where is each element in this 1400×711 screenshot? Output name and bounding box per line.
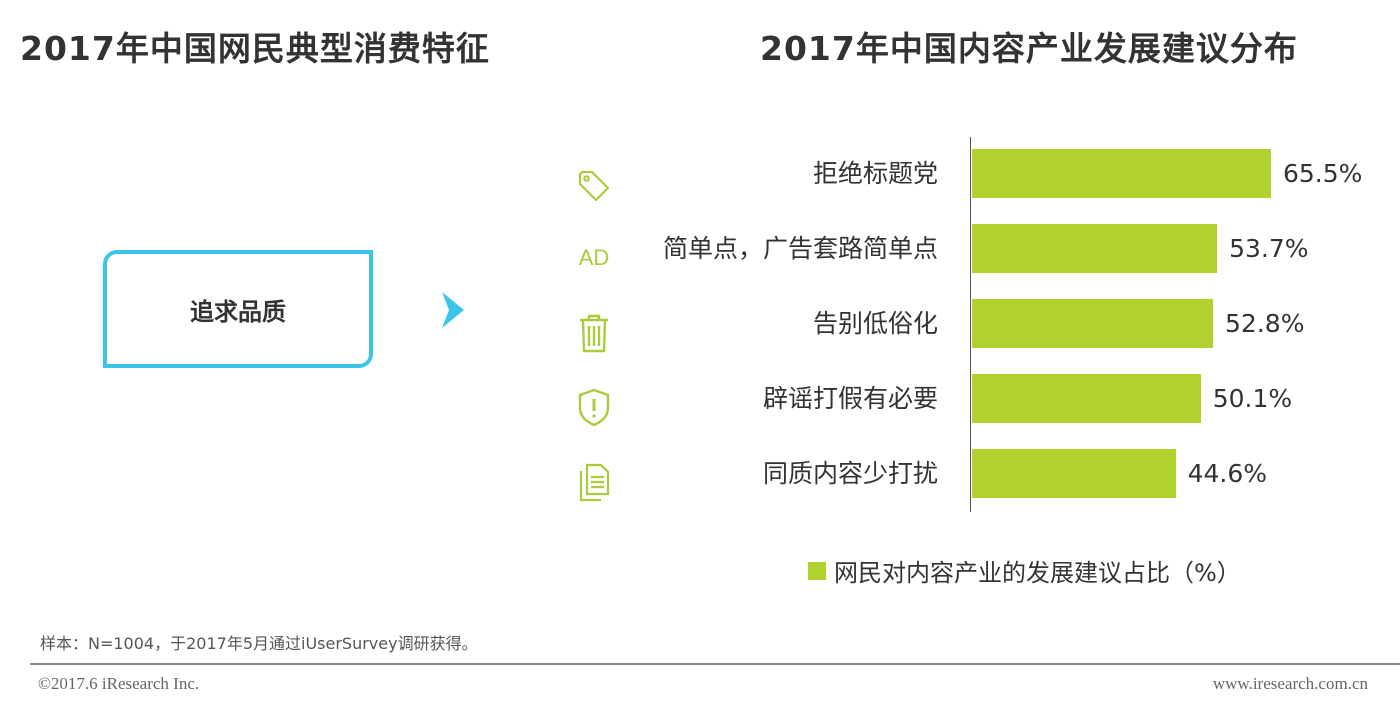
- document-icon: [572, 462, 616, 502]
- tag-icon: [572, 166, 616, 206]
- legend: 网民对内容产业的发展建议占比（%）: [808, 553, 1241, 588]
- category-label: 同质内容少打扰: [762, 458, 938, 488]
- bar: [972, 149, 1271, 198]
- bar: [972, 374, 1201, 423]
- ad-icon: AD: [572, 238, 616, 278]
- bar: [972, 299, 1214, 348]
- footer-divider: [30, 663, 1400, 665]
- left-title: 2017年中国网民典型消费特征: [20, 29, 490, 68]
- y-axis-line: [970, 137, 971, 512]
- bar: [972, 224, 1218, 273]
- card-label: 追求品质: [190, 297, 286, 326]
- arrow-right-icon: [442, 292, 464, 328]
- category-label: 简单点，广告套路简单点: [662, 233, 938, 263]
- bar-value-label: 50.1%: [1212, 383, 1293, 413]
- quality-card: 追求品质: [103, 250, 373, 368]
- bar-value-label: 65.5%: [1283, 158, 1363, 188]
- chart-title: 2017年中国内容产业发展建议分布: [760, 29, 1298, 68]
- shield-alert-icon: [572, 387, 616, 427]
- sample-note: 样本：N=1004，于2017年5月通过iUserSurvey调研获得。: [40, 634, 478, 653]
- category-label: 告别低俗化: [812, 308, 938, 338]
- copyright: ©2017.6 iResearch Inc.: [38, 674, 200, 693]
- category-label: 辟谣打假有必要: [762, 383, 938, 413]
- ad-text: AD: [578, 245, 610, 270]
- legend-swatch: [808, 561, 826, 580]
- trash-icon: [572, 313, 616, 353]
- legend-label: 网民对内容产业的发展建议占比（%）: [834, 559, 1241, 587]
- bar: [972, 449, 1176, 498]
- site-url: www.iresearch.com.cn: [1212, 674, 1368, 693]
- category-label: 拒绝标题党: [812, 158, 938, 188]
- icon-column: AD: [572, 0, 622, 711]
- bar-value-label: 53.7%: [1229, 233, 1309, 263]
- bar-value-label: 44.6%: [1187, 458, 1268, 488]
- bar-value-label: 52.8%: [1225, 308, 1305, 338]
